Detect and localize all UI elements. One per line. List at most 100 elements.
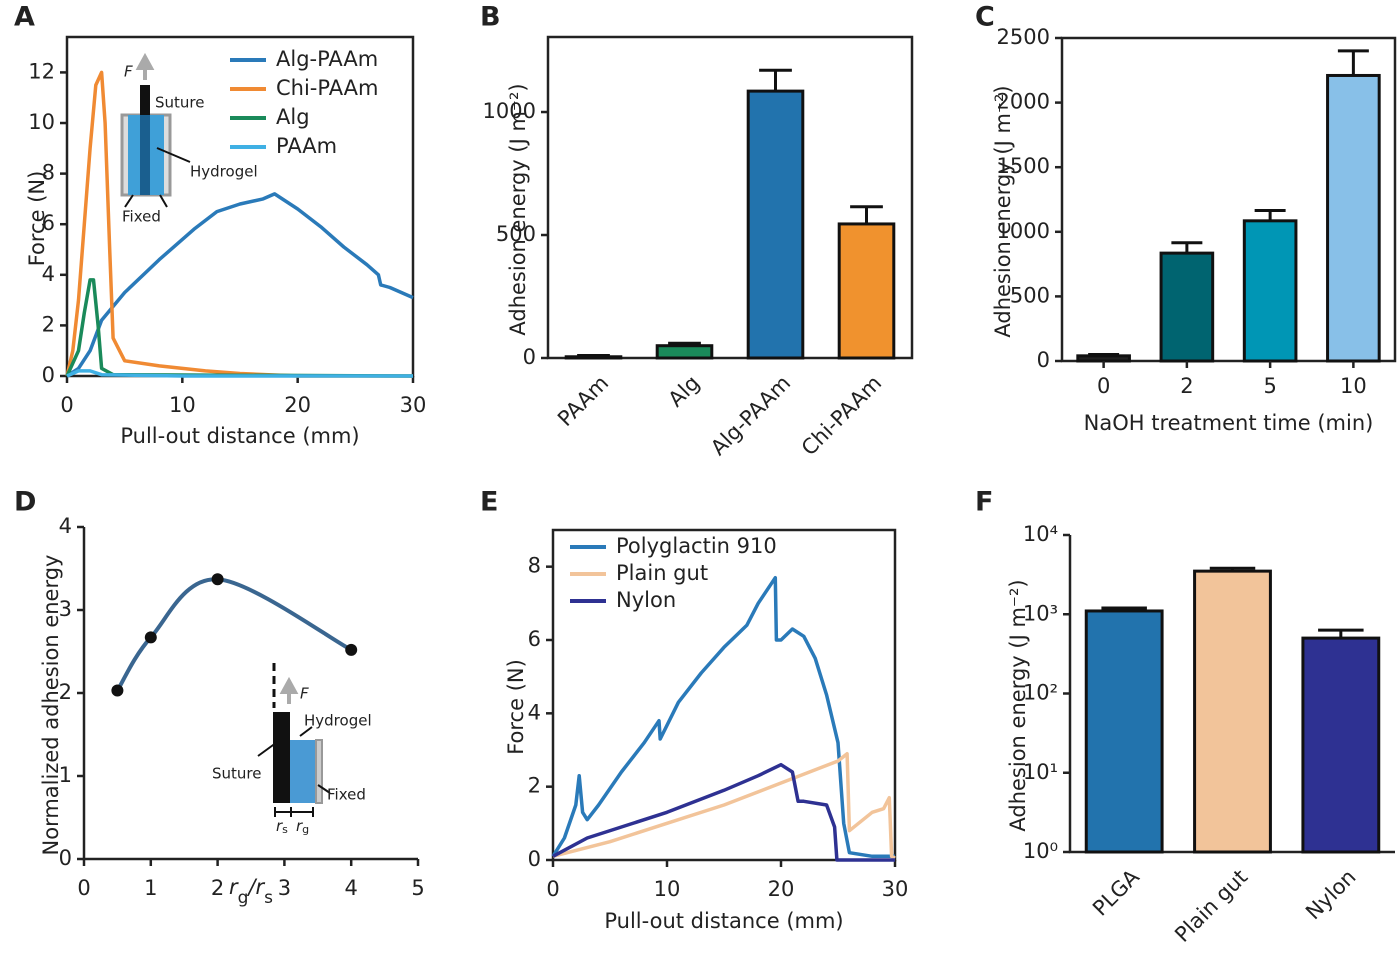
inset-arrow xyxy=(279,676,299,704)
x-tick-label: Alg xyxy=(664,371,705,412)
dimension-symbol: r xyxy=(276,817,283,835)
y-tick-label: 0 xyxy=(1037,348,1050,372)
data-line xyxy=(552,751,896,860)
inset-label: Hydrogel xyxy=(190,163,258,181)
y-tick-label: 10 xyxy=(28,110,55,134)
y-tick-label: 0 xyxy=(523,345,536,369)
legend-label: Alg xyxy=(276,105,310,129)
bar xyxy=(1193,569,1272,854)
y-axis-label: Force (N) xyxy=(504,659,528,755)
y-tick-label: 2 xyxy=(528,774,541,798)
bar xyxy=(1242,219,1298,363)
inset-suture xyxy=(140,85,150,195)
inset-suture-top xyxy=(140,85,150,115)
data-line xyxy=(115,577,353,692)
y-tick-label: 6 xyxy=(42,211,55,235)
x-tick-label: 5 xyxy=(1263,374,1276,398)
data-line xyxy=(66,369,413,378)
y-tick-label: 1500 xyxy=(997,154,1050,178)
x-tick-label: PLGA xyxy=(1088,864,1144,920)
inset-dimension: rg xyxy=(296,817,309,837)
x-tick-label: 30 xyxy=(882,877,909,901)
x-axis-label: NaOH treatment time (min) xyxy=(1084,411,1374,435)
y-tick-label: 500 xyxy=(496,222,536,246)
x-tick-label: 3 xyxy=(278,876,291,900)
y-tick-label: 10⁴ xyxy=(1023,522,1058,546)
data-point xyxy=(211,573,224,586)
x-axis-label-part: r xyxy=(256,875,266,899)
panel-label: A xyxy=(14,2,35,33)
inset-hydrogel xyxy=(290,740,316,803)
y-tick-label: 10⁰ xyxy=(1023,839,1058,863)
bar xyxy=(1084,609,1164,854)
y-tick-label: 2 xyxy=(42,312,55,336)
x-axis-label: Pull-out distance (mm) xyxy=(604,909,843,933)
x-axis-label-part: / xyxy=(246,875,257,899)
x-tick-label: 1 xyxy=(144,876,157,900)
x-tick-label: 2 xyxy=(1180,374,1193,398)
y-axis-label: Normalized adhesion energy xyxy=(39,555,63,856)
panel-label: D xyxy=(14,487,36,518)
y-tick-label: 6 xyxy=(528,627,541,651)
x-tick-label: PAAm xyxy=(553,371,613,431)
x-tick-label: 0 xyxy=(60,393,73,417)
inset-label: F xyxy=(124,63,133,81)
legend-label: Alg-PAAm xyxy=(276,47,378,71)
dimension-symbol: r xyxy=(296,817,303,835)
x-tick-label: 0 xyxy=(1097,374,1110,398)
y-tick-label: 0 xyxy=(59,846,72,870)
y-tick-label: 2500 xyxy=(997,25,1050,49)
data-line xyxy=(65,278,414,378)
x-axis-label-part: r xyxy=(229,875,239,899)
inset-label: Suture xyxy=(212,765,261,783)
axis xyxy=(546,35,914,360)
data-point xyxy=(345,643,358,656)
x-tick-label: 0 xyxy=(77,876,90,900)
panel-label: B xyxy=(480,2,501,33)
y-tick-label: 1000 xyxy=(483,99,536,123)
x-tick-label: 20 xyxy=(284,393,311,417)
dimension-subscript: s xyxy=(282,823,288,836)
axis xyxy=(82,527,418,861)
bar xyxy=(1076,354,1131,363)
bar xyxy=(655,344,714,360)
y-tick-label: 1000 xyxy=(997,219,1050,243)
y-tick-label: 0 xyxy=(42,363,55,387)
data-point xyxy=(111,684,124,697)
y-tick-label: 4 xyxy=(42,262,55,286)
y-tick-label: 2 xyxy=(59,680,72,704)
y-tick-label: 8 xyxy=(528,554,541,578)
data-line xyxy=(551,575,895,859)
y-tick-label: 3 xyxy=(59,597,72,621)
bar xyxy=(837,222,896,360)
x-tick-label: 10 xyxy=(1340,374,1367,398)
x-tick-label: Nylon xyxy=(1301,865,1360,924)
legend-label: Chi-PAAm xyxy=(276,76,378,100)
x-tick-label: Alg-PAAm xyxy=(706,371,795,460)
panel-label: E xyxy=(480,487,498,518)
x-tick-label: 0 xyxy=(546,877,559,901)
inset-label: Fixed xyxy=(122,208,161,226)
x-tick-label: 10 xyxy=(169,393,196,417)
x-tick-label: 4 xyxy=(345,876,358,900)
inset-dimension: rs xyxy=(276,817,288,837)
inset-label: Hydrogel xyxy=(304,712,372,730)
inset-leader xyxy=(257,726,331,817)
data-line xyxy=(552,762,895,862)
bar xyxy=(564,355,623,360)
x-axis-label: rg/rs xyxy=(229,875,273,908)
y-tick-label: 500 xyxy=(1010,283,1050,307)
x-tick-label: 5 xyxy=(411,876,424,900)
y-axis-label: Force (N) xyxy=(25,171,49,267)
y-tick-label: 12 xyxy=(28,59,55,83)
x-tick-label: 2 xyxy=(211,876,224,900)
y-axis-label: Adhesion energy (J m⁻²) xyxy=(991,85,1015,337)
panel-label: F xyxy=(975,487,993,518)
legend-label: Nylon xyxy=(616,588,676,612)
bar xyxy=(1326,73,1381,363)
y-tick-label: 0 xyxy=(528,847,541,871)
bar xyxy=(1159,251,1215,363)
bar xyxy=(746,89,805,360)
x-tick-label: Plain gut xyxy=(1170,865,1252,947)
